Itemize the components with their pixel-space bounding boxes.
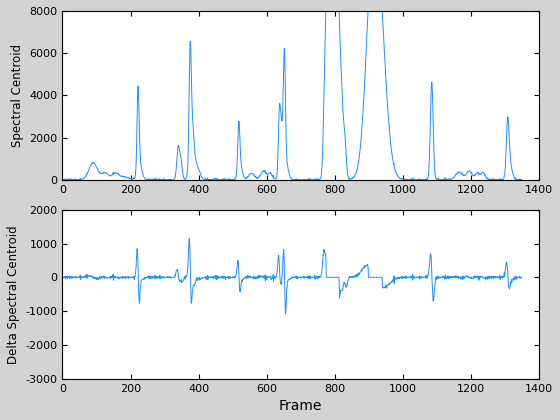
Y-axis label: Delta Spectral Centroid: Delta Spectral Centroid [7,225,20,364]
X-axis label: Frame: Frame [279,399,323,413]
Y-axis label: Spectral Centroid: Spectral Centroid [11,44,24,147]
